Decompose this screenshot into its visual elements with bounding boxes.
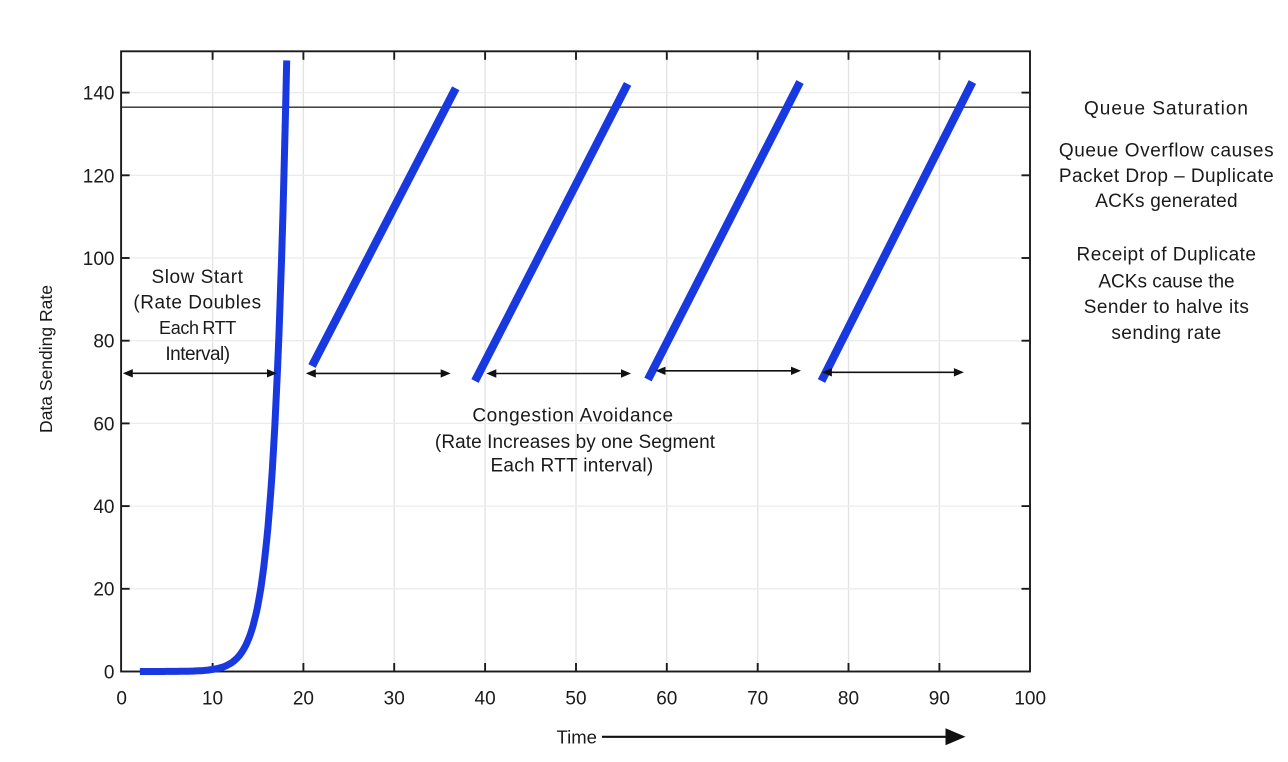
svg-text:40: 40 [475, 688, 496, 709]
svg-text:Congestion Avoidance: Congestion Avoidance [472, 406, 673, 427]
svg-text:Packet Drop – Duplicate: Packet Drop – Duplicate [1059, 166, 1274, 187]
svg-text:Each RTT interval): Each RTT interval) [490, 456, 653, 477]
svg-text:80: 80 [93, 332, 114, 353]
svg-text:140: 140 [83, 84, 115, 105]
svg-text:50: 50 [565, 688, 586, 709]
svg-text:120: 120 [83, 166, 115, 187]
svg-text:80: 80 [838, 688, 859, 709]
svg-text:0: 0 [116, 688, 127, 709]
svg-text:100: 100 [83, 249, 115, 270]
svg-text:ACKs generated: ACKs generated [1095, 191, 1238, 212]
svg-text:Receipt of Duplicate: Receipt of Duplicate [1076, 245, 1256, 266]
svg-text:0: 0 [104, 662, 115, 683]
svg-text:(Rate Increases by one Segment: (Rate Increases by one Segment [435, 432, 716, 453]
svg-text:Data Sending Rate: Data Sending Rate [36, 285, 56, 433]
svg-text:Queue Saturation: Queue Saturation [1084, 99, 1249, 120]
svg-text:60: 60 [93, 414, 114, 435]
svg-text:(Rate Doubles: (Rate Doubles [133, 293, 261, 314]
svg-text:ACKs cause the: ACKs cause the [1098, 271, 1234, 292]
svg-text:40: 40 [93, 497, 114, 518]
svg-text:60: 60 [656, 688, 677, 709]
svg-text:20: 20 [93, 580, 114, 601]
svg-text:Interval): Interval) [165, 344, 229, 365]
svg-text:20: 20 [293, 688, 314, 709]
svg-text:90: 90 [929, 688, 950, 709]
svg-text:70: 70 [747, 688, 768, 709]
svg-text:Time: Time [556, 727, 596, 748]
svg-text:30: 30 [384, 688, 405, 709]
svg-text:Each RTT: Each RTT [159, 318, 236, 338]
svg-text:sending rate: sending rate [1111, 323, 1221, 344]
svg-text:Queue Overflow causes: Queue Overflow causes [1059, 141, 1274, 162]
svg-text:Slow Start: Slow Start [152, 267, 244, 288]
svg-text:100: 100 [1014, 688, 1046, 709]
svg-text:Sender to halve its: Sender to halve its [1084, 297, 1250, 318]
svg-text:10: 10 [202, 688, 223, 709]
